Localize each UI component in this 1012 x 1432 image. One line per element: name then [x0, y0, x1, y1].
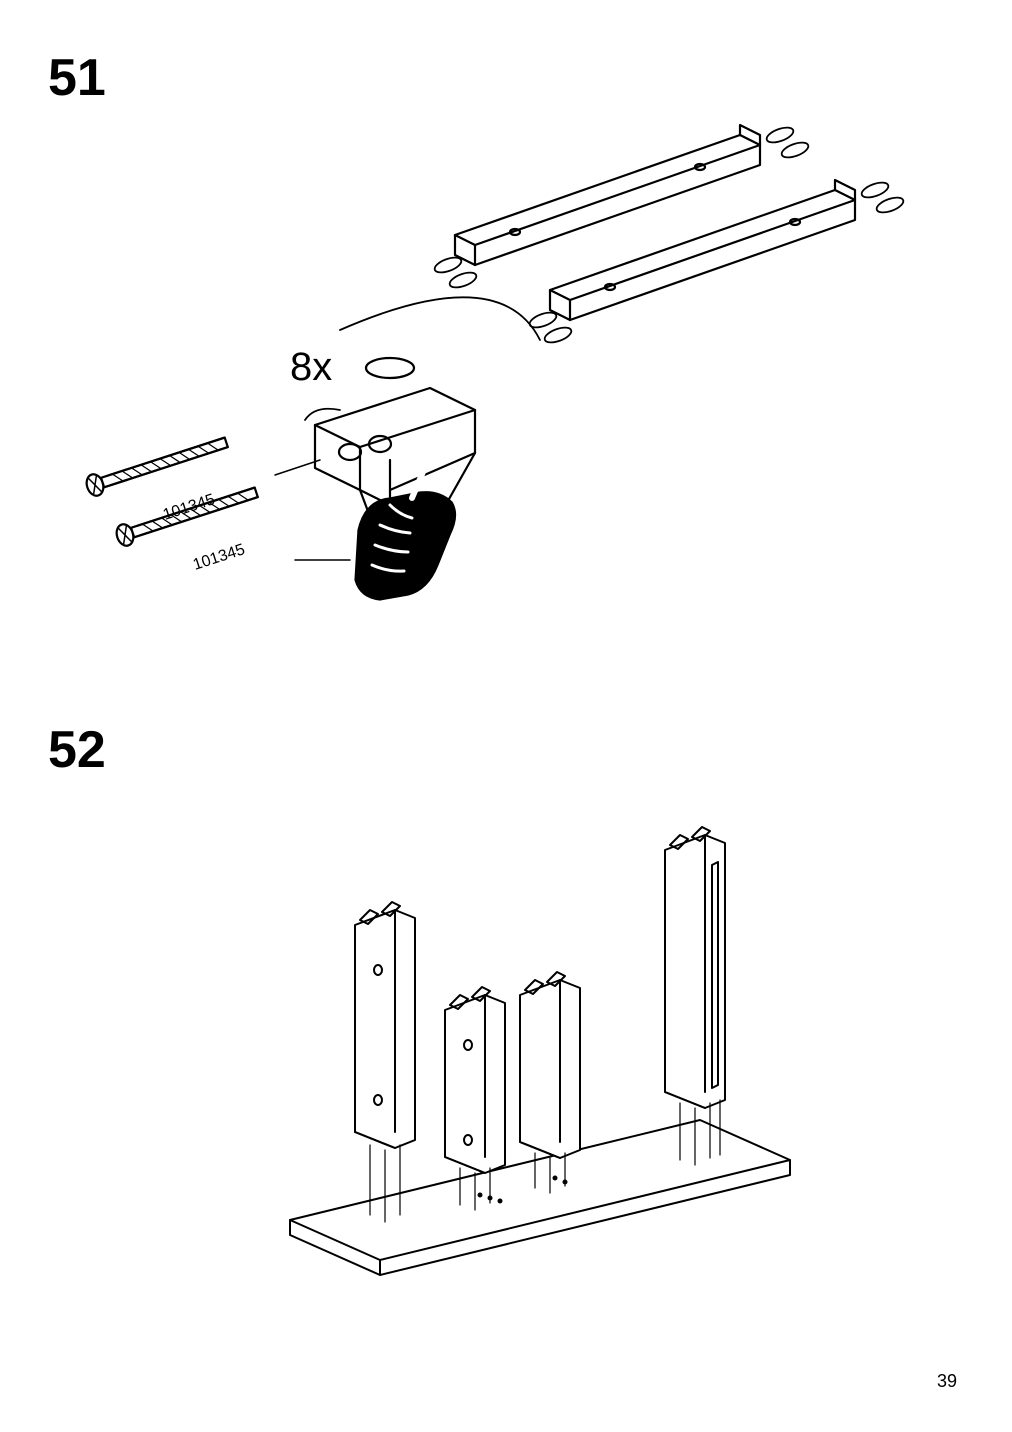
diagram-step-52	[220, 810, 920, 1310]
page-number: 39	[937, 1371, 957, 1392]
instruction-page: 51	[0, 0, 1012, 1432]
screw-1	[84, 432, 230, 498]
callout-arc	[340, 297, 540, 340]
part-number-2: 101345	[191, 541, 247, 574]
step-number-51: 51	[48, 48, 106, 108]
upright-panel-4	[665, 827, 725, 1165]
upright-panel-1	[355, 902, 415, 1222]
hand-icon	[355, 460, 456, 600]
step-number-52: 52	[48, 720, 106, 780]
diagram-step-51: 101345 101345	[60, 120, 960, 680]
bracket-detail	[305, 358, 475, 600]
quantity-label: 8x	[290, 345, 332, 390]
